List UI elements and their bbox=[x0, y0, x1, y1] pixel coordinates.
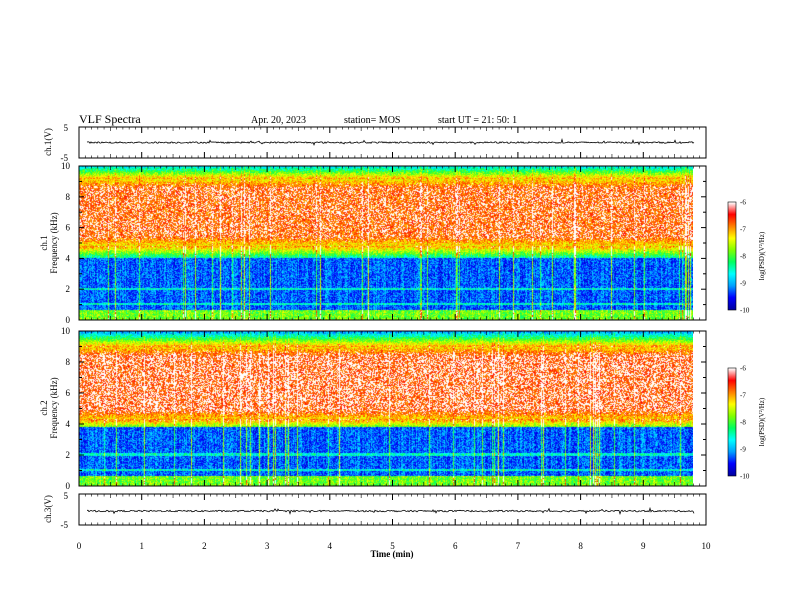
y-tick-label: 8 bbox=[66, 192, 71, 202]
colorbar-tick-label: -10 bbox=[740, 473, 750, 481]
time-axis-label: Time (min) bbox=[370, 549, 413, 559]
x-tick-label: 7 bbox=[516, 541, 521, 551]
y-tick-label: 4 bbox=[66, 419, 71, 429]
date-label: Apr. 20, 2023 bbox=[251, 115, 306, 126]
colorbar-tick-label: -9 bbox=[740, 280, 746, 288]
colorbar-tick-label: -6 bbox=[740, 365, 746, 373]
x-tick-label: 1 bbox=[139, 541, 144, 551]
y-tick-label: 8 bbox=[66, 357, 71, 367]
station-label: station= MOS bbox=[344, 115, 400, 126]
x-tick-label: 3 bbox=[265, 541, 270, 551]
ch1-colorbar: -6 -7 -8 -9 -10 log(PSD)(V²/Hz) bbox=[727, 199, 766, 315]
colorbar-tick-label: -8 bbox=[740, 419, 746, 427]
ch1-ytick-bottom: -5 bbox=[61, 153, 69, 163]
x-tick-label: 2 bbox=[202, 541, 207, 551]
x-tick-label: 9 bbox=[641, 541, 646, 551]
ch1-ytick-top: 5 bbox=[64, 123, 69, 133]
ch1-spectrogram-image bbox=[79, 166, 693, 320]
y-tick-label: 6 bbox=[66, 388, 71, 398]
ch3-waveform-trace bbox=[86, 506, 695, 515]
x-tick-label: 5 bbox=[390, 541, 395, 551]
y-tick-label: 2 bbox=[66, 284, 71, 294]
ch3-ytick-bottom: -5 bbox=[61, 520, 69, 530]
colorbar-tick-label: -10 bbox=[740, 307, 750, 315]
x-tick-label: 10 bbox=[702, 541, 712, 551]
ch2-spectrogram-image bbox=[79, 331, 693, 486]
ch1-ylabel-line1: ch.1 bbox=[39, 235, 49, 250]
ch1-spectrogram-panel: 0 2 4 6 8 10 ch.1 Frequency (kHz) -6 -7 -8 -9 -10… bbox=[39, 161, 766, 325]
ch1-waveform-trace bbox=[86, 138, 695, 146]
figure-title: VLF Spectra bbox=[79, 112, 141, 126]
ch1-colorbar-label: log(PSD)(V²/Hz) bbox=[758, 231, 766, 280]
ch3-ytick-top: 5 bbox=[64, 491, 69, 501]
colorbar-tick-label: -7 bbox=[740, 392, 746, 400]
y-tick-label: 0 bbox=[66, 481, 71, 491]
start-time-label: start UT = 21: 50: 1 bbox=[438, 115, 517, 126]
colorbar-tick-label: -9 bbox=[740, 446, 746, 454]
ch2-colorbar-label: log(PSD)(V²/Hz) bbox=[758, 397, 766, 446]
y-tick-label: 10 bbox=[61, 161, 71, 171]
x-tick-label: 4 bbox=[328, 541, 333, 551]
ch3-ylabel: ch.3(V) bbox=[43, 495, 53, 523]
x-tick-label: 0 bbox=[77, 541, 82, 551]
colorbar-tick-label: -8 bbox=[740, 253, 746, 261]
ch2-yticks: 0 2 4 6 8 10 bbox=[61, 326, 706, 491]
x-tick-label: 6 bbox=[453, 541, 458, 551]
time-axis-ticks bbox=[78, 127, 707, 525]
y-tick-label: 4 bbox=[66, 253, 71, 263]
ch1-yticks: 0 2 4 6 8 10 bbox=[61, 161, 706, 325]
ch1-ylabel: ch.1(V) bbox=[43, 128, 53, 156]
ch2-ylabel-line2: Frequency (kHz) bbox=[49, 377, 59, 438]
colorbar-tick-label: -7 bbox=[740, 226, 746, 234]
ch3-waveform-panel: 5 -5 ch.3(V) bbox=[43, 491, 707, 530]
y-tick-label: 6 bbox=[66, 223, 71, 233]
x-tick-label: 8 bbox=[578, 541, 583, 551]
time-axis-tick-labels: 0 1 2 3 4 5 6 7 8 9 10 bbox=[77, 541, 711, 551]
ch2-colorbar: -6 -7 -8 -9 -10 log(PSD)(V²/Hz) bbox=[727, 365, 766, 481]
ch1-waveform-panel: 5 -5 ch.1(V) bbox=[43, 123, 707, 163]
colorbar-tick-label: -6 bbox=[740, 199, 746, 207]
y-tick-label: 0 bbox=[66, 315, 71, 325]
y-tick-label: 2 bbox=[66, 450, 71, 460]
y-tick-label: 10 bbox=[61, 326, 71, 336]
ch1-ylabel-line2: Frequency (kHz) bbox=[49, 212, 59, 273]
ch2-spectrogram-panel: 0 2 4 6 8 10 ch.2 Frequency (kHz) -6 -7 -8 -9 -10… bbox=[39, 326, 766, 491]
ch2-ylabel-line1: ch.2 bbox=[39, 400, 49, 415]
